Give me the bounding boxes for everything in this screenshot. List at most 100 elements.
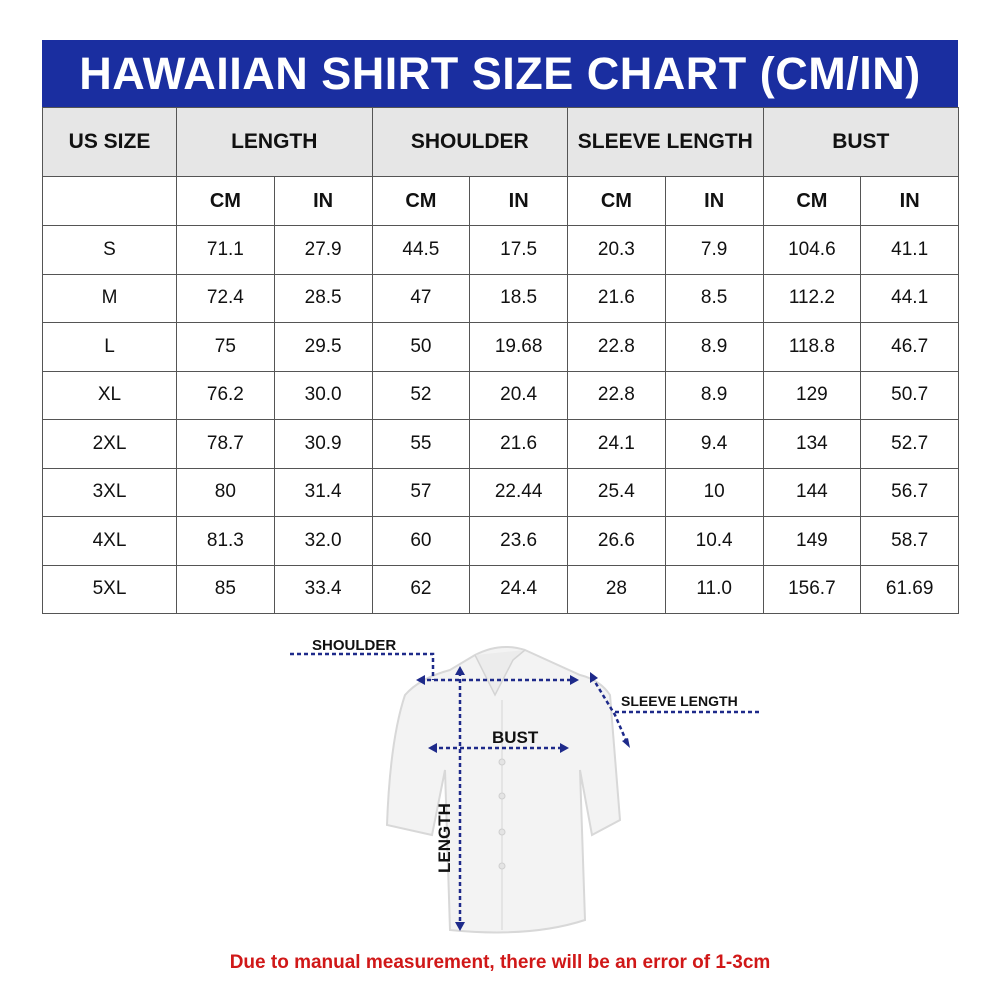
value-cell: 44.1 [860, 273, 960, 323]
header-sleeve-length: SLEEVE LENGTH [567, 107, 764, 177]
value-cell: 56.7 [860, 467, 960, 517]
value-cell: 47 [371, 273, 471, 323]
value-cell: 9.4 [664, 419, 764, 469]
unit-header: IN [860, 176, 960, 226]
value-cell: 71.1 [176, 225, 275, 275]
value-cell: 144 [762, 467, 862, 517]
size-cell: 5XL [42, 564, 177, 614]
value-cell: 33.4 [273, 564, 373, 614]
value-cell: 17.5 [469, 225, 569, 275]
table-row: L 75 29.5 50 19.68 22.8 8.9 118.8 46.7 [42, 322, 960, 372]
value-cell: 52.7 [860, 419, 960, 469]
value-cell: 28.5 [273, 273, 373, 323]
value-cell: 22.44 [469, 467, 569, 517]
value-cell: 50 [371, 322, 471, 372]
table-row: 4XL 81.3 32.0 60 23.6 26.6 10.4 149 58.7 [42, 516, 960, 566]
value-cell: 81.3 [176, 516, 275, 566]
bust-label: BUST [492, 728, 539, 747]
value-cell: 46.7 [860, 322, 960, 372]
value-cell: 134 [762, 419, 862, 469]
size-cell: S [42, 225, 177, 275]
value-cell: 24.1 [567, 419, 666, 469]
size-cell: M [42, 273, 177, 323]
value-cell: 26.6 [567, 516, 666, 566]
value-cell: 8.9 [664, 322, 764, 372]
value-cell: 52 [371, 370, 471, 420]
value-cell: 78.7 [176, 419, 275, 469]
size-table: US SIZE LENGTH SHOULDER SLEEVE LENGTH BU… [42, 107, 960, 614]
value-cell: 11.0 [664, 564, 764, 614]
measure-lines [290, 652, 760, 925]
unit-header: IN [469, 176, 569, 226]
value-cell: 80 [176, 467, 275, 517]
measurement-note: Due to manual measurement, there will be… [229, 952, 771, 973]
value-cell: 85 [176, 564, 275, 614]
table-row: 5XL 85 33.4 62 24.4 28 11.0 156.7 61.69 [42, 564, 960, 614]
shirt-illustration [385, 645, 622, 934]
value-cell: 31.4 [273, 467, 373, 517]
unit-header: CM [176, 176, 275, 226]
value-cell: 7.9 [664, 225, 764, 275]
value-cell: 104.6 [762, 225, 862, 275]
value-cell: 30.0 [273, 370, 373, 420]
value-cell: 41.1 [860, 225, 960, 275]
size-cell: 2XL [42, 419, 177, 469]
value-cell: 8.5 [664, 273, 764, 323]
length-label: LENGTH [435, 803, 454, 873]
header-bust: BUST [762, 107, 960, 177]
size-cell: L [42, 322, 177, 372]
value-cell: 75 [176, 322, 275, 372]
table-row: 3XL 80 31.4 57 22.44 25.4 10 144 56.7 [42, 467, 960, 517]
value-cell: 149 [762, 516, 862, 566]
unit-row: CM IN CM IN CM IN CM IN [42, 176, 960, 226]
value-cell: 156.7 [762, 564, 862, 614]
shoulder-label: SHOULDER [312, 637, 396, 654]
value-cell: 44.5 [371, 225, 471, 275]
value-cell: 30.9 [273, 419, 373, 469]
value-cell: 21.6 [469, 419, 569, 469]
value-cell: 118.8 [762, 322, 862, 372]
value-cell: 24.4 [469, 564, 569, 614]
size-cell: 3XL [42, 467, 177, 517]
value-cell: 32.0 [273, 516, 373, 566]
value-cell: 50.7 [860, 370, 960, 420]
header-shoulder: SHOULDER [371, 107, 569, 177]
value-cell: 21.6 [567, 273, 666, 323]
value-cell: 27.9 [273, 225, 373, 275]
value-cell: 76.2 [176, 370, 275, 420]
unit-header: IN [273, 176, 373, 226]
unit-header: IN [664, 176, 764, 226]
value-cell: 10.4 [664, 516, 764, 566]
value-cell: 10 [664, 467, 764, 517]
table-row: 2XL 78.7 30.9 55 21.6 24.1 9.4 134 52.7 [42, 419, 960, 469]
value-cell: 20.4 [469, 370, 569, 420]
value-cell: 112.2 [762, 273, 862, 323]
value-cell: 18.5 [469, 273, 569, 323]
size-cell: 4XL [42, 516, 177, 566]
value-cell: 19.68 [469, 322, 569, 372]
table-row: M 72.4 28.5 47 18.5 21.6 8.5 112.2 44.1 [42, 273, 960, 323]
unit-header: CM [762, 176, 862, 226]
shirt-diagram: SHOULDER SLEEVE LENGTH BUST LENGTH [290, 637, 760, 934]
value-cell: 25.4 [567, 467, 666, 517]
unit-header: CM [567, 176, 666, 226]
value-cell: 28 [567, 564, 666, 614]
value-cell: 58.7 [860, 516, 960, 566]
value-cell: 20.3 [567, 225, 666, 275]
value-cell: 72.4 [176, 273, 275, 323]
value-cell: 23.6 [469, 516, 569, 566]
value-cell: 29.5 [273, 322, 373, 372]
unit-empty [42, 176, 177, 226]
value-cell: 60 [371, 516, 471, 566]
value-cell: 22.8 [567, 322, 666, 372]
value-cell: 57 [371, 467, 471, 517]
chart-title: HAWAIIAN SHIRT SIZE CHART (CM/IN) [42, 40, 958, 107]
table-row: XL 76.2 30.0 52 20.4 22.8 8.9 129 50.7 [42, 370, 960, 420]
header-row: US SIZE LENGTH SHOULDER SLEEVE LENGTH BU… [42, 107, 960, 177]
sleeve-length-label: SLEEVE LENGTH [621, 693, 738, 709]
value-cell: 62 [371, 564, 471, 614]
size-cell: XL [42, 370, 177, 420]
header-us-size: US SIZE [42, 107, 177, 177]
arrowheads [416, 666, 630, 931]
header-length: LENGTH [176, 107, 373, 177]
